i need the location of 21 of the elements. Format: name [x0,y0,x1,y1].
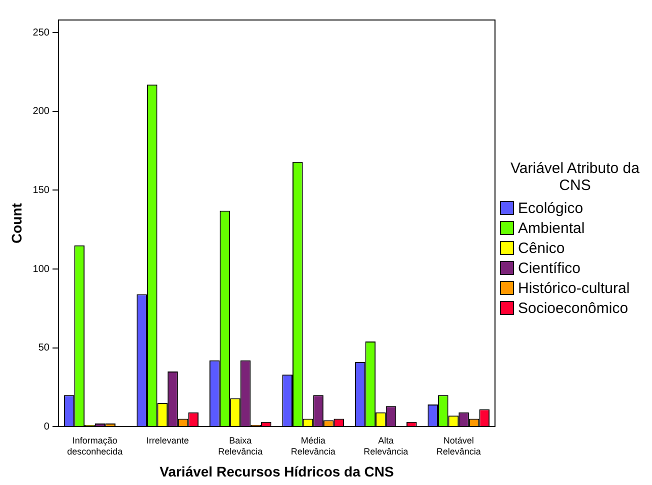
legend-label: Ambiental [518,220,585,236]
x-axis-title: Variável Recursos Hídricos da CNS [160,463,394,480]
x-tick-label: Baixa Relevância [218,435,263,456]
x-tick-label: Informação desconhecida [67,435,123,456]
legend-label: Cênico [518,240,565,256]
y-tick-label: 100 [32,264,50,275]
legend-title: Variável Atributo da CNS [510,160,640,194]
x-tick-label: Irrelevante [146,435,189,446]
x-tick-label: Média Relevância [290,435,336,456]
y-tick-label: 250 [32,27,50,38]
y-tick-label: 0 [44,421,50,432]
y-axis-title: Count [8,202,24,244]
x-tick-label: Alta Relevância [364,435,408,456]
y-tick-label: 50 [38,342,50,354]
legend-label: Socioeconômico [518,300,628,316]
y-tick-label: 150 [32,184,50,196]
legend-label: Histórico-cultural [518,280,630,296]
y-tick-label: 200 [32,106,50,118]
legend-label: Científico [518,260,581,276]
x-tick-label: Notável Relevância [436,435,481,456]
legend-label: Ecológico [518,200,584,216]
